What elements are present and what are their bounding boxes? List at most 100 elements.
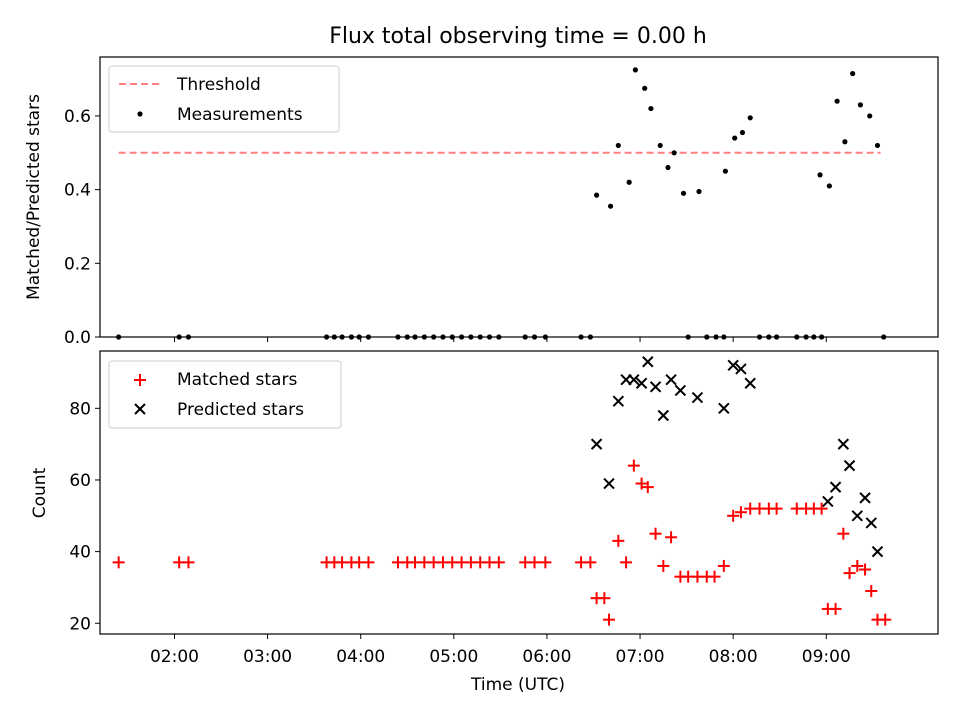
predicted-stars-point xyxy=(822,495,834,508)
figure-title: Flux total observing time = 0.00 h xyxy=(329,24,707,49)
predicted-stars-point xyxy=(744,377,756,389)
predicted-stars-point xyxy=(851,510,864,522)
measurements-point xyxy=(732,135,738,141)
x-tick-label: 04:00 xyxy=(336,647,385,667)
ratio-y-tick-label: 0.2 xyxy=(64,254,91,274)
measurements-point xyxy=(542,334,548,340)
matched-stars-point xyxy=(620,556,633,569)
predicted-stars-point xyxy=(674,384,687,397)
measurements-point xyxy=(486,334,493,340)
measurements-point xyxy=(657,142,663,149)
matched-stars-point xyxy=(362,556,375,569)
measurements-point xyxy=(578,334,584,340)
predicted-stars-point xyxy=(628,373,640,386)
matched-stars-point xyxy=(815,502,828,515)
measurements-point xyxy=(449,334,455,340)
x-axis-label: Time (UTC) xyxy=(470,675,565,695)
count-y-tick-label: 40 xyxy=(69,543,91,563)
measurements-point xyxy=(632,67,638,73)
predicted-stars-point xyxy=(865,517,877,529)
measurements-point xyxy=(412,334,418,340)
measurements-point xyxy=(348,334,354,340)
measurements-point xyxy=(185,334,192,340)
ratio-y-tick-label: 0.4 xyxy=(64,181,91,201)
measurements-point xyxy=(722,168,728,174)
matched-stars-point xyxy=(635,477,648,490)
measurements-point xyxy=(766,334,772,340)
matched-stars-point xyxy=(837,527,850,540)
ratio-y-tick-label: 0.0 xyxy=(64,328,91,348)
predicted-legend-label: Predicted stars xyxy=(177,400,304,420)
measurements-point xyxy=(331,334,337,340)
x-tick-label: 02:00 xyxy=(150,647,199,667)
predicted-stars-point xyxy=(590,438,603,450)
ratio-y-ticks: 0.0 0.2 0.4 0.6 xyxy=(64,107,100,348)
count-y-tick-label: 60 xyxy=(69,471,91,491)
measurements-point xyxy=(421,334,427,340)
measurements-point xyxy=(626,179,632,185)
measurements-point xyxy=(522,334,528,340)
predicted-stars-point xyxy=(635,377,648,389)
measurements-point xyxy=(842,139,848,145)
predicted-stars-point xyxy=(837,438,850,450)
matched-stars-point xyxy=(851,559,864,572)
measurement-points xyxy=(116,67,887,340)
count-legend: Matched stars Predicted stars xyxy=(108,360,342,429)
measurements-point xyxy=(774,334,780,340)
matched-stars-point xyxy=(708,570,721,583)
measurements-point xyxy=(721,334,727,340)
measurements-point xyxy=(356,334,362,340)
predicted-stars-point xyxy=(612,395,625,407)
matched-stars-point xyxy=(657,559,670,572)
measurements-point xyxy=(116,334,122,340)
measurements-point xyxy=(817,172,823,178)
predicted-stars-point xyxy=(843,459,856,472)
measurements-point xyxy=(881,334,887,340)
measurements-point xyxy=(834,98,840,104)
measurements-point xyxy=(696,188,702,195)
measurements-point xyxy=(607,203,614,209)
measurements-point xyxy=(747,115,753,121)
measurements-point xyxy=(704,334,710,340)
matched-stars-point xyxy=(539,556,552,569)
measurements-point xyxy=(648,105,654,112)
count-x-ticks: 02:00 03:00 04:00 05:00 06:00 07:00 08:00 09:00 xyxy=(150,634,851,667)
measurements-point xyxy=(857,102,864,108)
measurements-point xyxy=(176,334,182,340)
matched-stars-point xyxy=(859,563,872,576)
measurements-point xyxy=(477,334,483,340)
threshold-legend-label: Threshold xyxy=(176,75,261,95)
x-tick-label: 08:00 xyxy=(709,647,758,667)
measurements-point xyxy=(531,334,538,340)
matched-stars-point xyxy=(112,556,125,569)
matched-stars-point xyxy=(727,509,740,522)
matched-stars-point xyxy=(492,556,505,569)
measurements-point xyxy=(642,85,648,91)
ratio-legend: Threshold Measurements xyxy=(108,65,340,133)
matched-stars-point xyxy=(182,556,195,569)
measurements-point xyxy=(819,334,825,340)
matched-stars-point xyxy=(829,602,842,615)
measurements-point xyxy=(431,334,437,340)
measurements-point xyxy=(850,70,856,77)
count-points xyxy=(112,356,892,626)
predicted-stars-point xyxy=(871,545,884,558)
matched-stars-point xyxy=(879,613,892,626)
measurements-point xyxy=(440,334,446,340)
matched-stars-point xyxy=(865,585,878,598)
measurements-legend-label: Measurements xyxy=(177,105,303,125)
count-y-tick-label: 20 xyxy=(69,614,91,634)
predicted-stars-point xyxy=(657,409,670,422)
ratio-panel: 0.0 0.2 0.4 0.6 Matched/Predicted stars Thr… xyxy=(24,56,939,348)
matched-stars-point xyxy=(717,559,730,572)
x-tick-label: 06:00 xyxy=(522,647,571,667)
measurements-point xyxy=(739,129,746,136)
matched-stars-point xyxy=(649,527,662,540)
measurements-point xyxy=(587,334,593,340)
matched-stars-point xyxy=(627,459,640,472)
matched-legend-label: Matched stars xyxy=(177,370,297,390)
measurements-point xyxy=(803,334,809,340)
count-y-ticks: 20 40 60 80 xyxy=(69,399,100,634)
measurements-point xyxy=(874,142,881,149)
x-tick-label: 03:00 xyxy=(243,647,292,667)
